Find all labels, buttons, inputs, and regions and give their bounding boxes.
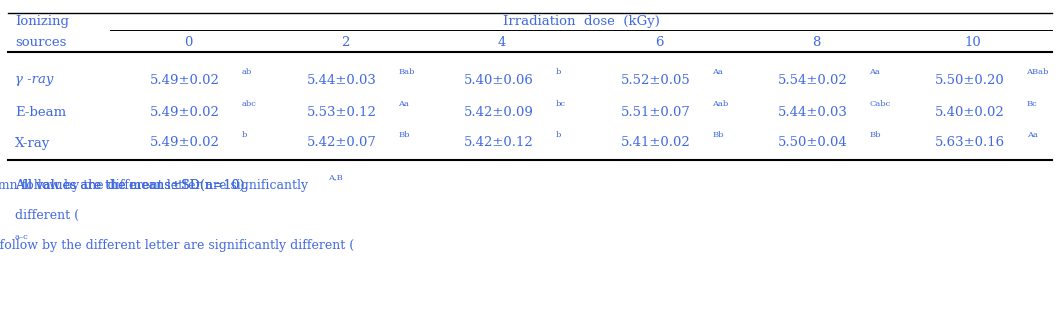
Text: b: b xyxy=(555,131,561,139)
Text: 5.63±0.16: 5.63±0.16 xyxy=(935,137,1005,150)
Text: 5.41±0.02: 5.41±0.02 xyxy=(621,137,691,150)
Text: ABab: ABab xyxy=(1026,68,1048,76)
Text: Cabc: Cabc xyxy=(869,100,890,108)
Text: All values are the means±SD(n=10).: All values are the means±SD(n=10). xyxy=(15,179,257,191)
Text: 5.51±0.07: 5.51±0.07 xyxy=(621,106,691,118)
Text: Aab: Aab xyxy=(712,100,728,108)
Text: All values are the means±SD(n=10).: All values are the means±SD(n=10). xyxy=(15,179,257,191)
Text: 2: 2 xyxy=(341,35,349,48)
Text: Mean values within a column follow by the different letter are significantly: Mean values within a column follow by th… xyxy=(0,179,307,191)
Text: 5.52±0.05: 5.52±0.05 xyxy=(621,73,691,86)
Text: Aa: Aa xyxy=(712,68,723,76)
Text: abc: abc xyxy=(242,100,257,108)
Text: 5.40±0.02: 5.40±0.02 xyxy=(935,106,1005,118)
Text: Aa: Aa xyxy=(399,100,409,108)
Text: Bb: Bb xyxy=(399,131,410,139)
Text: Bc: Bc xyxy=(1026,100,1037,108)
Text: 5.44±0.03: 5.44±0.03 xyxy=(307,73,377,86)
Text: bc: bc xyxy=(555,100,565,108)
Text: 5.44±0.03: 5.44±0.03 xyxy=(778,106,848,118)
Text: Bab: Bab xyxy=(399,68,414,76)
Text: 5.49±0.02: 5.49±0.02 xyxy=(151,137,219,150)
Text: b: b xyxy=(242,131,247,139)
Text: Aa: Aa xyxy=(869,68,880,76)
Text: Ionizing: Ionizing xyxy=(15,16,69,28)
Text: 6: 6 xyxy=(655,35,664,48)
Text: 5.40±0.06: 5.40±0.06 xyxy=(464,73,534,86)
Text: 5.50±0.20: 5.50±0.20 xyxy=(935,73,1005,86)
Text: 5.42±0.09: 5.42±0.09 xyxy=(464,106,534,118)
Text: γ -ray: γ -ray xyxy=(15,73,53,86)
Text: A,B: A,B xyxy=(328,173,342,181)
Text: ab: ab xyxy=(242,68,251,76)
Text: 5.42±0.12: 5.42±0.12 xyxy=(464,137,534,150)
Text: 0: 0 xyxy=(183,35,192,48)
Text: 5.42±0.07: 5.42±0.07 xyxy=(307,137,377,150)
Text: Mean values within a row follow by the different letter are significantly differ: Mean values within a row follow by the d… xyxy=(0,239,354,251)
Text: 5.53±0.12: 5.53±0.12 xyxy=(307,106,377,118)
Text: 5.49±0.02: 5.49±0.02 xyxy=(151,106,219,118)
Text: 5.54±0.02: 5.54±0.02 xyxy=(778,73,848,86)
Text: 5.50±0.04: 5.50±0.04 xyxy=(778,137,848,150)
Text: different (: different ( xyxy=(15,209,80,221)
Text: Bb: Bb xyxy=(869,131,881,139)
Text: Irradiation  dose  (kGy): Irradiation dose (kGy) xyxy=(502,16,659,28)
Text: b: b xyxy=(555,68,561,76)
Text: Bb: Bb xyxy=(712,131,724,139)
Text: 8: 8 xyxy=(812,35,820,48)
Text: Aa: Aa xyxy=(1027,131,1038,139)
Text: E-beam: E-beam xyxy=(15,106,66,118)
Text: sources: sources xyxy=(15,35,67,48)
Text: a–c: a–c xyxy=(15,233,29,241)
Text: 5.49±0.02: 5.49±0.02 xyxy=(151,73,219,86)
Text: 4: 4 xyxy=(498,35,507,48)
Text: 10: 10 xyxy=(965,35,982,48)
Text: X-ray: X-ray xyxy=(15,137,51,150)
